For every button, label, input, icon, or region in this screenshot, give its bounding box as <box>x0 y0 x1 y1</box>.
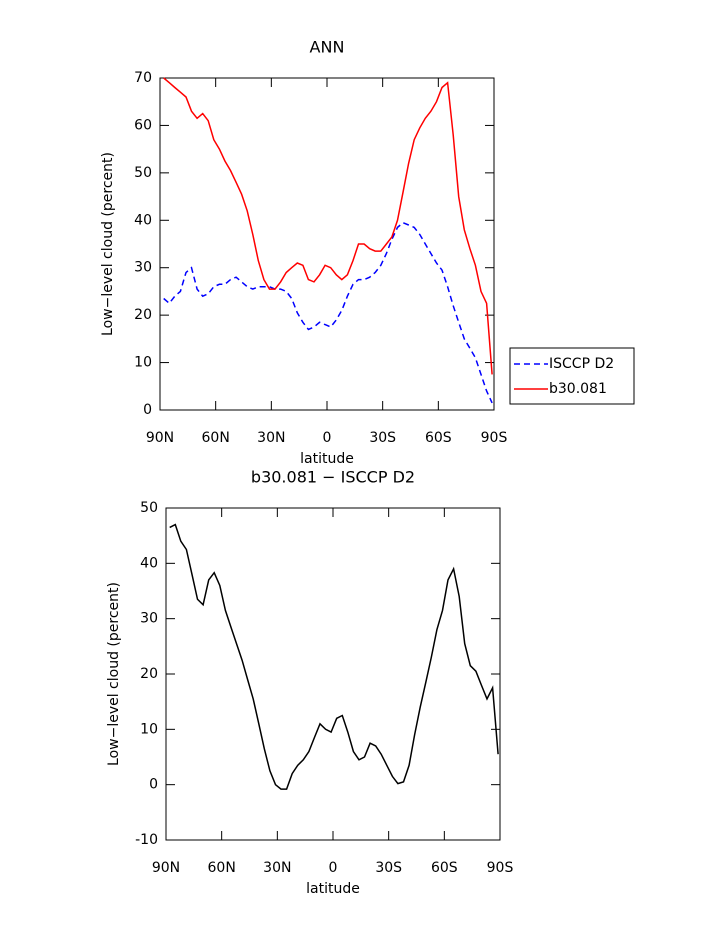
x-tick-label: 30S <box>375 860 402 876</box>
plot-frame <box>165 507 501 841</box>
y-tick-label: 50 <box>134 165 152 181</box>
data-line <box>163 221 493 404</box>
x-tick-label: 60N <box>202 430 230 446</box>
x-tick-label: 60S <box>425 430 452 446</box>
legend-label: ISCCP D2 <box>549 356 614 372</box>
x-tick-label: 90N <box>146 430 174 446</box>
x-axis-label: latitude <box>300 451 354 467</box>
data-line <box>169 523 499 790</box>
y-tick-label: 0 <box>143 402 152 418</box>
y-tick-label: 30 <box>140 611 158 627</box>
x-tick-label: 30N <box>263 860 291 876</box>
y-tick-label: 20 <box>134 307 152 323</box>
x-tick-label: 0 <box>323 430 332 446</box>
data-line <box>163 77 493 375</box>
legend-label: b30.081 <box>549 381 607 397</box>
x-tick-label: 60N <box>208 860 236 876</box>
y-tick-label: 10 <box>140 721 158 737</box>
x-tick-label: 60S <box>431 860 458 876</box>
y-tick-label: 40 <box>140 555 158 571</box>
y-tick-label: 20 <box>140 666 158 682</box>
x-tick-label: 30S <box>369 430 396 446</box>
x-axis-label: latitude <box>306 881 360 897</box>
y-axis-label: Low−level cloud (percent) <box>106 582 122 766</box>
x-tick-label: 30N <box>257 430 285 446</box>
y-tick-label: 70 <box>134 70 152 86</box>
y-tick-label: 0 <box>149 777 158 793</box>
chart-title: b30.081 − ISCCP D2 <box>251 468 415 487</box>
x-tick-label: 90S <box>481 430 508 446</box>
x-tick-label: 0 <box>329 860 338 876</box>
y-tick-label: 50 <box>140 500 158 516</box>
y-tick-label: 10 <box>134 355 152 371</box>
x-tick-label: 90S <box>487 860 514 876</box>
y-axis-label: Low−level cloud (percent) <box>100 152 116 336</box>
x-tick-label: 90N <box>152 860 180 876</box>
y-tick-label: 30 <box>134 260 152 276</box>
chart-title: ANN <box>310 38 345 57</box>
legend-box <box>509 347 635 405</box>
y-tick-label: 40 <box>134 212 152 228</box>
y-tick-label: 60 <box>134 117 152 133</box>
y-tick-label: -10 <box>135 832 158 848</box>
